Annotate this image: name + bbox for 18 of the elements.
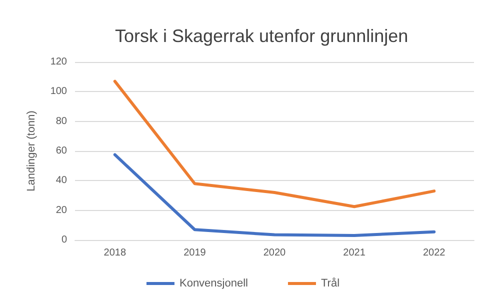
legend-label: Trål (320, 278, 340, 290)
y-axis-title: Landinger (tonn) (26, 110, 38, 192)
x-tick-label: 2020 (263, 248, 286, 258)
line-series (113, 153, 436, 238)
y-tick-label: 120 (50, 56, 68, 68)
y-tick-label: 0 (61, 234, 68, 246)
x-tick-label: 2021 (343, 248, 366, 258)
y-tick-label: 100 (50, 86, 68, 98)
x-tick-label: 2019 (184, 248, 206, 258)
legend-label: Konvensjonell (179, 278, 248, 290)
x-tick-label: 2018 (104, 248, 126, 258)
line-series (113, 80, 436, 208)
x-tick-label: 2022 (422, 248, 446, 258)
y-tick-label: 20 (56, 204, 68, 216)
y-tick-label: 80 (56, 116, 68, 127)
y-tick-label: 40 (56, 175, 68, 186)
chart-title: Torsk i Skagerrak utenfor grunnlinjen (115, 26, 408, 46)
y-tick-label: 60 (56, 146, 68, 156)
